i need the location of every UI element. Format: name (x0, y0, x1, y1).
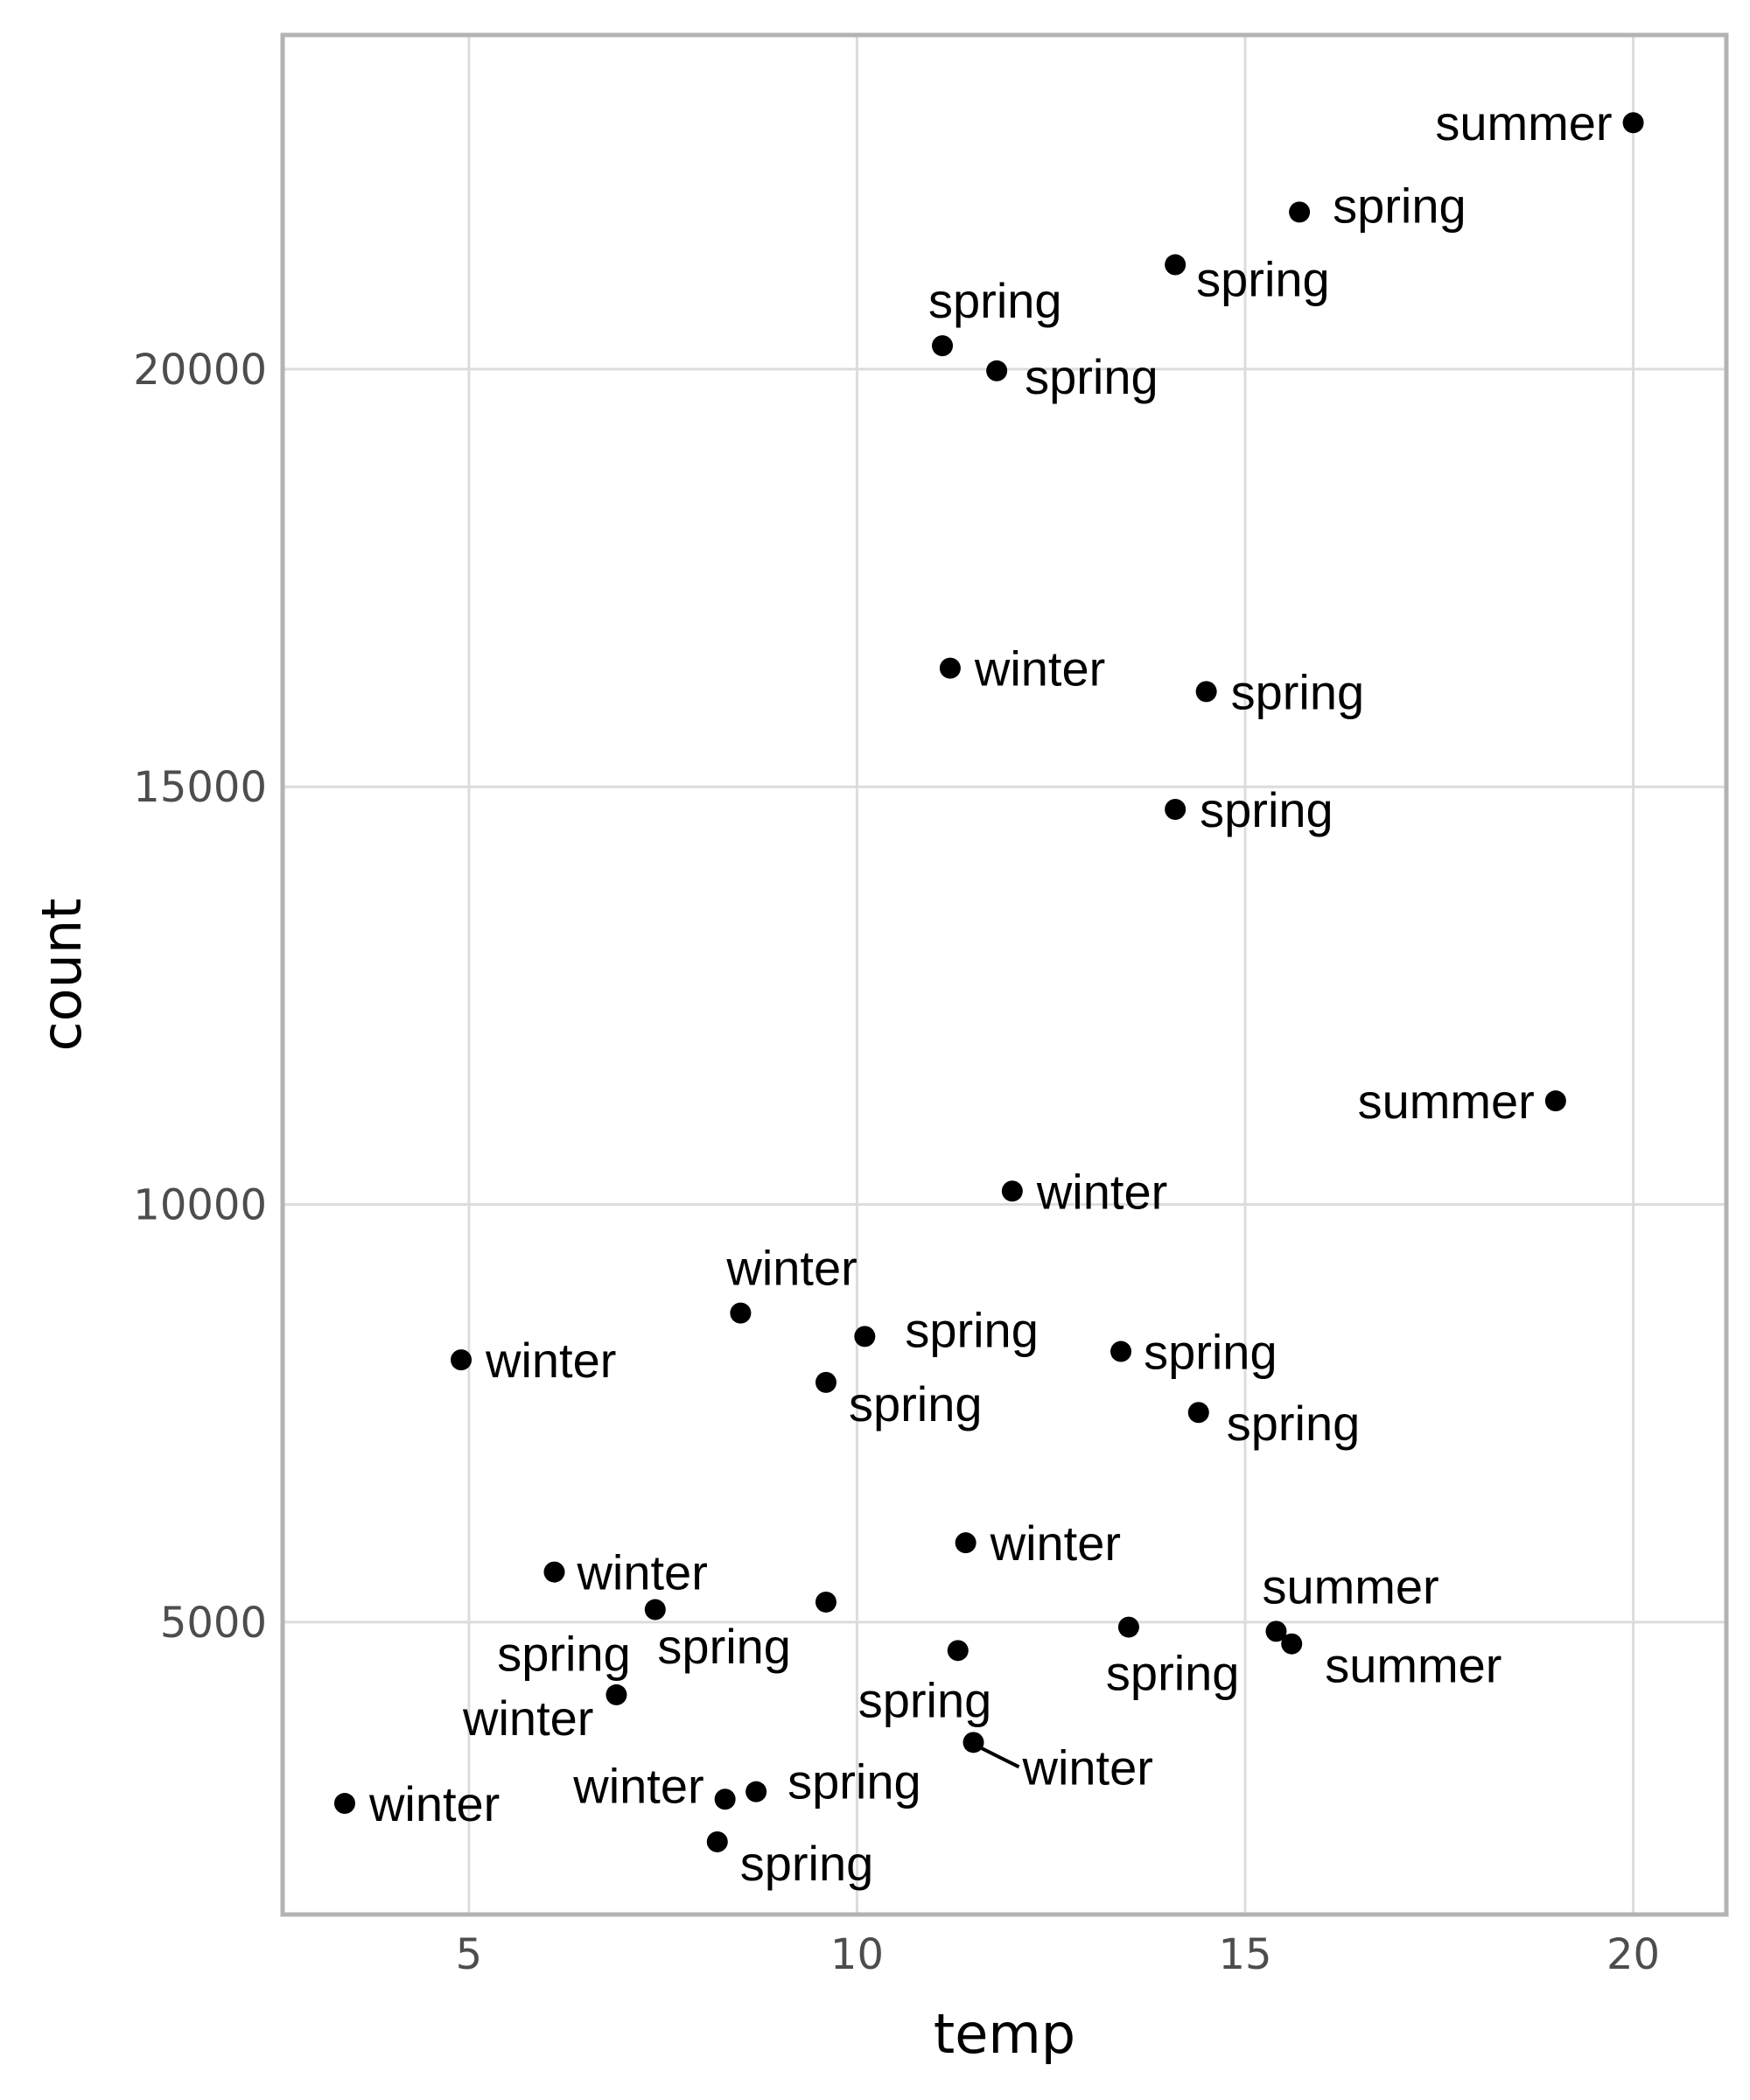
y-tick-label: 10000 (133, 1181, 267, 1230)
data-point (1622, 112, 1644, 134)
data-label: winter (725, 1241, 857, 1296)
data-label: summer (1358, 1074, 1535, 1129)
data-point (730, 1302, 752, 1324)
data-label: spring (858, 1672, 992, 1727)
x-tick-label: 10 (830, 1930, 884, 1979)
data-point (333, 1793, 355, 1815)
data-label: spring (1025, 349, 1158, 404)
data-point (714, 1788, 736, 1810)
data-point (1165, 798, 1186, 820)
data-point (1281, 1633, 1303, 1655)
data-label: spring (1196, 252, 1330, 307)
data-point (1001, 1180, 1023, 1202)
data-label: spring (849, 1376, 983, 1432)
data-label: spring (657, 1619, 791, 1674)
plot-panel-border (280, 32, 1729, 1917)
data-label: winter (1036, 1164, 1167, 1219)
data-points (333, 112, 1644, 1852)
data-label: spring (1231, 664, 1365, 719)
data-point (939, 657, 961, 679)
y-tick-label: 15000 (133, 763, 267, 812)
data-label: winter (462, 1690, 593, 1746)
label-leader-line (977, 1745, 1020, 1769)
data-point (706, 1830, 728, 1852)
data-label: winter (485, 1333, 616, 1388)
data-point (1195, 681, 1217, 703)
data-point (947, 1640, 969, 1662)
data-point (543, 1561, 565, 1583)
data-point (746, 1781, 767, 1802)
data-label: spring (1144, 1325, 1278, 1380)
data-label: spring (497, 1627, 631, 1682)
data-label: spring (905, 1302, 1039, 1357)
data-point (1265, 1620, 1287, 1642)
data-label: spring (1227, 1396, 1361, 1451)
data-point (451, 1349, 472, 1371)
data-point (854, 1326, 876, 1348)
data-label: spring (1106, 1646, 1240, 1701)
data-point (932, 335, 954, 357)
data-point (1165, 254, 1186, 276)
data-label: summer (1325, 1638, 1502, 1693)
y-axis-ticks: 5000 10000 15000 20000 (133, 346, 267, 1648)
data-label: winter (368, 1776, 500, 1831)
x-tick-label: 5 (456, 1930, 483, 1979)
data-label: summer (1435, 95, 1612, 150)
data-label: spring (1200, 782, 1334, 837)
data-label: winter (576, 1545, 707, 1600)
x-axis-ticks: 5 10 15 20 (456, 1930, 1660, 1979)
data-label: winter (572, 1758, 704, 1813)
data-label: spring (788, 1754, 921, 1810)
y-axis-title: count (30, 899, 94, 1052)
grid-lines (283, 35, 1726, 1914)
data-point (606, 1684, 627, 1705)
data-point (1187, 1402, 1209, 1424)
data-label: summer (1262, 1558, 1438, 1614)
data-label: winter (1022, 1740, 1153, 1795)
data-point (1110, 1340, 1132, 1362)
data-point (955, 1532, 976, 1554)
data-label: spring (1333, 178, 1466, 233)
data-point (1544, 1090, 1566, 1112)
data-point (1289, 201, 1311, 223)
x-tick-label: 15 (1218, 1930, 1271, 1979)
y-tick-label: 20000 (133, 346, 267, 395)
data-point (815, 1371, 836, 1393)
data-label: spring (740, 1836, 874, 1891)
data-point (986, 360, 1008, 382)
data-label: spring (928, 273, 1062, 328)
data-point (1117, 1616, 1139, 1638)
y-tick-label: 5000 (160, 1599, 267, 1648)
data-label: winter (990, 1516, 1121, 1571)
data-label: winter (974, 641, 1105, 696)
x-tick-label: 20 (1606, 1930, 1660, 1979)
data-point (644, 1599, 666, 1620)
x-axis-title: temp (934, 2002, 1075, 2066)
data-point (815, 1591, 836, 1613)
